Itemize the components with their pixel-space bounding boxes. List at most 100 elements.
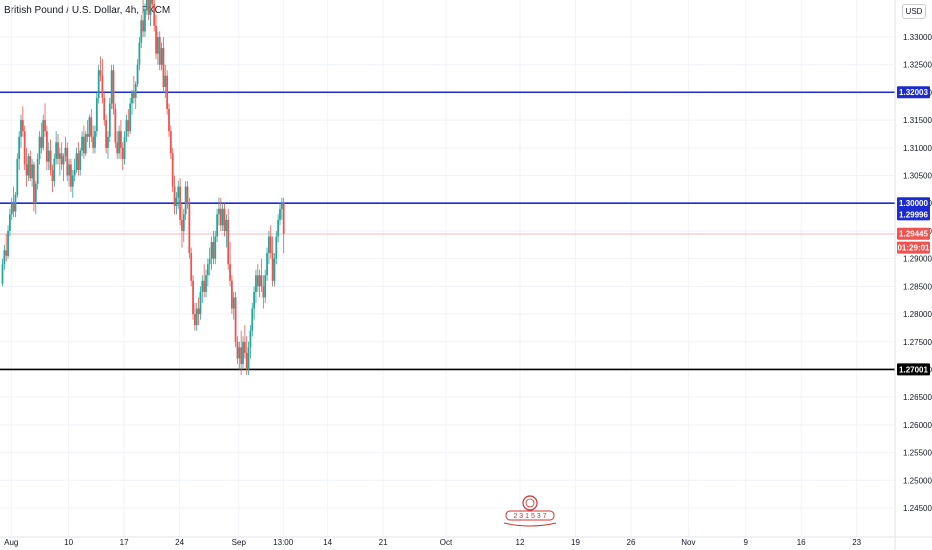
candle-body [149,0,152,15]
candle-body [177,186,180,198]
candle [81,131,83,157]
price-tag-label: 1.29996 [899,210,928,219]
candle-body [1,264,4,284]
candle [12,186,15,218]
candle [168,103,170,137]
time-axis[interactable]: Aug 10 17 24 Sep 13:00 14 21 Oct 12 19 26 Nov 9 16 23 [4,538,862,547]
candle-body [243,341,246,353]
candle [173,175,176,215]
candle-body [231,280,233,309]
candle-body [175,197,178,207]
candle-body [90,117,93,137]
candle [112,64,115,115]
y-tick-label: 1.24500 [903,504,932,513]
candle-body [144,9,146,32]
candle-body [210,242,213,259]
candle [64,136,67,162]
candle-body [116,142,119,154]
candle [70,158,72,193]
candle-body [16,158,19,195]
candle [280,197,283,220]
candle-body [105,120,107,148]
x-tick-label: 9 [743,538,748,547]
candle-body [280,203,283,209]
candle-body [164,75,167,87]
candle [101,59,104,104]
candle [121,142,124,170]
candle-body [5,250,8,256]
candle [206,258,209,287]
candle [234,291,237,348]
candle-body [225,219,228,231]
candle-body [127,120,130,132]
candle-body [208,258,211,265]
candle [147,0,150,21]
candle-body [240,347,243,364]
candle-body [194,314,196,326]
candle-body [188,203,191,254]
candle-body [181,219,183,231]
y-tick-label: 1.25500 [903,449,932,458]
candle [71,169,74,198]
candle [158,31,161,71]
candle-body [214,236,217,259]
candle [62,153,65,182]
candle [197,297,200,326]
candle [105,114,107,154]
candle-body [195,308,198,326]
x-tick-label: 14 [323,538,332,547]
candle-body [79,150,82,170]
y-tick-label: 1.33000 [903,33,932,42]
candle-body [218,208,220,215]
candle [36,153,39,190]
candle-body [221,208,224,226]
candle [221,203,224,231]
candle-body [192,280,194,315]
candle [42,114,45,151]
candle [120,120,122,159]
candle [247,341,250,376]
candle [229,242,231,287]
currency-badge[interactable]: USD [902,4,926,19]
price-tag-label: 1.32003 [899,88,928,97]
candle-body [201,280,204,292]
candle [231,275,233,315]
candle-body [136,64,139,85]
horizontal-lines[interactable] [0,91,895,371]
candle-body [101,75,104,98]
candle [116,131,119,159]
price-tag-label: 1.29445 [899,230,928,239]
candle-body [12,203,15,212]
candle [192,275,194,320]
candle-body [51,169,54,182]
candle [266,247,268,281]
candle-body [27,156,30,176]
candle [279,203,281,226]
price-axis[interactable]: 1.330001.325001.320001.315001.310001.305… [903,33,932,513]
candle [223,203,226,237]
candle [262,275,265,309]
candle [240,330,243,376]
candle-body [253,291,255,309]
candle [18,131,21,170]
candle [255,269,257,303]
candle [195,302,198,331]
candle-body [132,92,135,98]
candle-body [81,136,83,151]
candle-body [44,120,46,132]
candle [21,106,24,137]
candle [118,125,120,159]
price-tags: 1.32003 1.30000 1.27001 1.29996 1.29445 01:29… [897,86,930,376]
candle-body [236,341,239,359]
candle [16,153,19,198]
candle [108,97,111,143]
y-tick-label: 1.25000 [903,476,932,485]
candle [273,253,276,287]
x-tick-label: Aug [4,538,18,547]
candle-body [42,120,45,148]
price-tag-label: 1.30000 [899,199,928,208]
candle-body [158,37,161,65]
price-tag: 1.29445 [897,227,930,240]
candle-body [275,236,278,259]
